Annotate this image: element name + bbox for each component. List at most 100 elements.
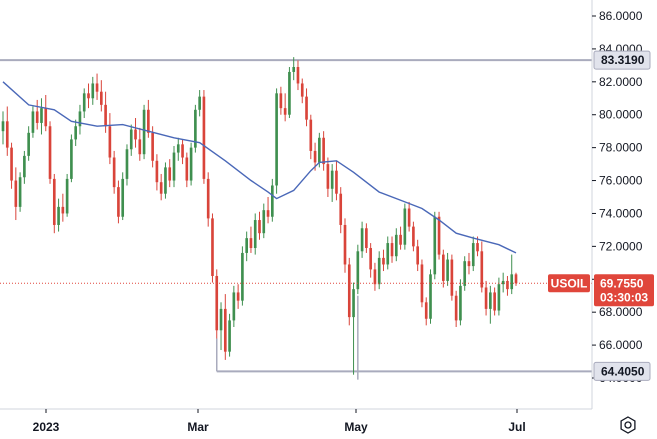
- candle-body: [189, 147, 193, 181]
- candle-body: [266, 210, 270, 217]
- candle-body: [164, 167, 167, 194]
- candle-body: [288, 71, 291, 115]
- candle-body: [125, 149, 129, 179]
- last-price-label: 69.7550: [600, 276, 644, 290]
- candle-body: [420, 264, 424, 303]
- candle-body: [61, 206, 65, 214]
- candle-body: [236, 292, 240, 301]
- candle-body: [245, 238, 249, 253]
- y-tick-label: 78.0000: [599, 141, 643, 155]
- candle-body: [134, 129, 137, 140]
- candle-body: [300, 83, 304, 97]
- candle-body: [484, 287, 488, 309]
- y-tick-label: 76.0000: [599, 174, 643, 188]
- candle-body: [57, 206, 60, 225]
- candle-body: [339, 193, 343, 225]
- candle-countdown-label: 03:30:03: [600, 290, 648, 304]
- candle-body: [31, 111, 35, 133]
- candle-body: [99, 91, 103, 105]
- candle-body: [5, 121, 9, 148]
- moving-average-line: [2, 81, 517, 254]
- candle-body: [437, 216, 441, 255]
- candle-body: [91, 83, 95, 99]
- candle-body: [283, 108, 287, 115]
- candlestick-series: [1, 57, 518, 375]
- candle-body: [151, 132, 154, 161]
- candle-body: [313, 150, 317, 163]
- candle-body: [138, 139, 142, 155]
- candle-body: [194, 109, 197, 148]
- candle-body: [198, 96, 201, 110]
- candle-body: [322, 137, 325, 165]
- candle-body: [407, 208, 411, 227]
- candle-body: [309, 119, 313, 151]
- candle-body: [394, 234, 398, 257]
- candle-body: [104, 104, 107, 127]
- candle-body: [360, 228, 364, 252]
- candle-body: [429, 274, 432, 319]
- candle-body: [480, 251, 484, 288]
- chart-settings-icon[interactable]: [620, 416, 636, 434]
- candle-body: [172, 152, 176, 181]
- candle-body: [129, 129, 133, 150]
- candle-body: [65, 178, 69, 214]
- candle-body: [48, 126, 52, 179]
- candle-body: [382, 257, 385, 265]
- candle-body: [249, 238, 253, 249]
- candle-body: [78, 111, 82, 127]
- candle-body: [275, 93, 278, 186]
- candle-body: [441, 254, 445, 281]
- candle-body: [352, 289, 355, 318]
- candle-body: [510, 274, 514, 290]
- candle-body: [18, 177, 22, 207]
- candle-body: [155, 160, 159, 183]
- candle-body: [147, 109, 150, 133]
- candle-body: [228, 320, 231, 352]
- candle-body: [202, 96, 206, 179]
- candle-body: [373, 269, 377, 285]
- candle-body: [95, 83, 99, 92]
- candle-body: [117, 187, 120, 217]
- candle-body: [262, 210, 266, 234]
- candle-body: [206, 178, 210, 219]
- candle-body: [121, 178, 125, 217]
- candle-body: [44, 108, 48, 127]
- x-axis[interactable]: 2023 Mar May Jul: [0, 408, 592, 434]
- candle-body: [142, 109, 146, 155]
- candle-body: [476, 243, 479, 252]
- symbol-badge-label: USOIL: [551, 276, 588, 290]
- candle-body: [377, 257, 381, 285]
- horizontal-lines[interactable]: [0, 59, 592, 380]
- candle-body: [471, 243, 475, 267]
- candle-body: [489, 292, 492, 309]
- candle-body: [459, 285, 462, 321]
- candle-body: [40, 108, 43, 123]
- candle-body: [241, 252, 244, 301]
- candle-body: [185, 157, 189, 181]
- y-axis[interactable]: 86.000084.000082.000080.000078.000076.00…: [591, 0, 643, 409]
- candle-body: [403, 208, 407, 245]
- candle-body: [1, 121, 5, 132]
- candle-body: [23, 155, 26, 178]
- candle-body: [215, 275, 219, 331]
- candle-body: [506, 280, 509, 290]
- candle-body: [356, 251, 360, 290]
- x-tick-label: Mar: [187, 420, 209, 434]
- candle-body: [270, 185, 274, 217]
- candle-body: [335, 170, 338, 194]
- x-tick-label: May: [344, 420, 368, 434]
- candle-body: [347, 264, 351, 318]
- candle-body: [497, 284, 501, 311]
- symbol-badge-bg: [548, 274, 590, 293]
- candle-body: [112, 157, 116, 188]
- candle-body: [412, 226, 415, 247]
- y-tick-label: 68.0000: [599, 305, 643, 319]
- x-tick-label: Jul: [508, 420, 525, 434]
- resistance-price-badge-label: 83.3190: [601, 53, 645, 67]
- candle-body: [181, 144, 184, 158]
- candle-body: [463, 261, 467, 286]
- candle-body: [399, 234, 402, 245]
- candle-body: [211, 218, 214, 276]
